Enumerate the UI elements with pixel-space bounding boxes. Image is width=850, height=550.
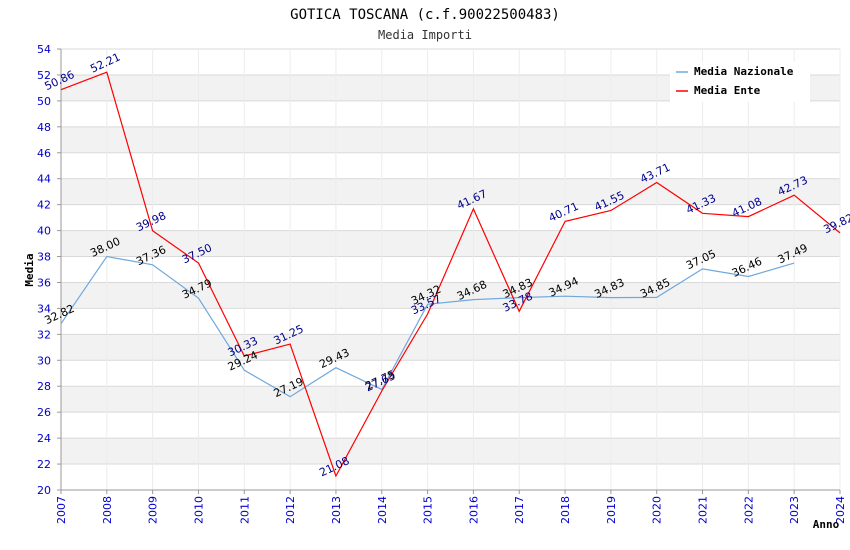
x-tick-label: 2008 <box>101 496 114 524</box>
grid-lines <box>60 48 841 491</box>
grid-band <box>61 386 840 413</box>
x-tick-label: 2009 <box>147 496 160 524</box>
x-tick-label: 2022 <box>742 496 755 524</box>
legend-label-media-nazionale: Media Nazionale <box>694 65 794 78</box>
y-tick-label: 54 <box>37 43 51 56</box>
y-tick-label: 36 <box>37 276 51 289</box>
x-tick-label: 2012 <box>284 496 297 524</box>
y-tick-label: 22 <box>37 458 51 471</box>
y-tick-label: 48 <box>37 121 51 134</box>
plot-bands <box>61 74 840 465</box>
chart-title: GOTICA TOSCANA (c.f.90022500483) <box>290 7 560 23</box>
x-tick-label: 2013 <box>330 496 343 524</box>
chart-subtitle: Media Importi <box>378 28 472 42</box>
y-tick-label: 30 <box>37 354 51 367</box>
legend-box <box>670 62 810 102</box>
x-tick-label: 2023 <box>788 496 801 524</box>
y-tick-label: 38 <box>37 251 51 264</box>
x-axis-label: Anno <box>813 518 840 531</box>
x-tick-label: 2020 <box>651 496 664 524</box>
y-tick-label: 46 <box>37 147 51 160</box>
x-tick-label: 2011 <box>238 496 251 524</box>
grid-band <box>61 230 840 257</box>
x-tick-label: 2007 <box>55 496 68 524</box>
y-tick-label: 24 <box>37 432 51 445</box>
series-lines <box>60 71 841 478</box>
y-axis-label: Media <box>23 253 36 286</box>
y-tick-label: 28 <box>37 380 51 393</box>
y-tick-label: 34 <box>37 302 51 315</box>
y-tick-label: 44 <box>37 173 51 186</box>
x-tick-label: 2016 <box>467 496 480 524</box>
x-tick-label: 2018 <box>559 496 572 524</box>
x-axis-ticks: 2007 2008 2009 2010 2011 2012 2013 2014 2015 2016… <box>55 490 847 524</box>
legend: Media Nazionale Media Ente <box>670 62 810 102</box>
y-tick-label: 50 <box>37 95 51 108</box>
grid-band <box>61 334 840 361</box>
y-axis-ticks: 20 22 24 26 28 30 32 34 36 38 40 42 44 46 48 50 52 54 <box>37 43 61 497</box>
grid-band <box>61 178 840 205</box>
y-tick-label: 26 <box>37 406 51 419</box>
grid-band <box>61 438 840 465</box>
x-tick-label: 2024 <box>834 496 847 524</box>
y-tick-label: 42 <box>37 199 51 212</box>
y-tick-label: 20 <box>37 484 51 497</box>
y-tick-label: 40 <box>37 225 51 238</box>
series-line-media-nazionale <box>60 255 795 398</box>
x-tick-label: 2017 <box>513 496 526 524</box>
x-tick-label: 2010 <box>192 496 205 524</box>
x-tick-label: 2014 <box>376 496 389 524</box>
y-tick-label: 52 <box>37 69 51 82</box>
grid-band <box>61 126 840 153</box>
grid-band <box>61 282 840 309</box>
x-tick-label: 2021 <box>697 496 710 524</box>
legend-label-media-ente: Media Ente <box>694 84 761 97</box>
series-line-media-ente <box>60 71 841 478</box>
x-tick-label: 2019 <box>605 496 618 524</box>
x-tick-label: 2015 <box>422 496 435 524</box>
y-tick-label: 32 <box>37 328 51 341</box>
axes <box>60 49 840 491</box>
